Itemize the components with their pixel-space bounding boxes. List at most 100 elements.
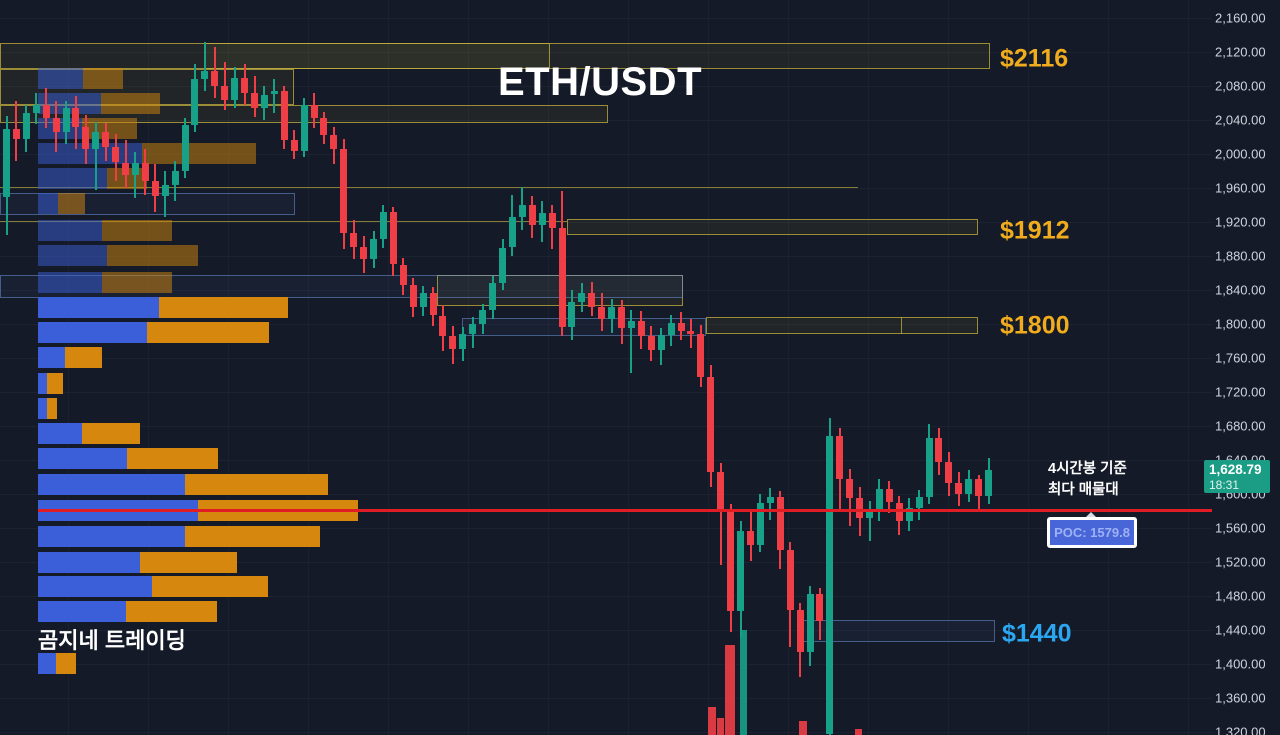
volume-profile-buy-bar	[38, 653, 56, 674]
grid-line-h	[0, 154, 1212, 155]
grid-line-h	[0, 664, 1212, 665]
grid-line-h	[0, 358, 1212, 359]
poc-annotation-line2: 최다 매물대	[1048, 482, 1119, 498]
candle-body	[350, 233, 358, 247]
candle-body	[459, 334, 467, 350]
candle-body	[409, 284, 417, 307]
volume-profile-buy-bar	[38, 423, 82, 444]
volume-stub-bar	[717, 718, 724, 735]
grid-line-v	[1188, 0, 1189, 735]
grid-line-h	[0, 256, 1212, 257]
candle-body	[945, 461, 953, 483]
candle-body	[241, 77, 249, 93]
supply-zone-box	[567, 219, 978, 235]
poc-label-box[interactable]: POC: 1579.8	[1047, 517, 1137, 548]
candle-body	[181, 125, 189, 171]
volume-profile-sell-bar	[185, 526, 320, 547]
volume-profile-sell-bar	[140, 552, 237, 573]
grid-line-h	[0, 188, 1212, 189]
candle-body	[102, 131, 110, 148]
candle-body	[836, 436, 844, 479]
candle-body	[647, 335, 655, 351]
price-axis-label: 2,080.00	[1215, 78, 1266, 94]
grid-line-h	[0, 86, 1212, 87]
candle-body	[856, 498, 864, 518]
volume-profile-buy-bar	[38, 245, 107, 266]
volume-stub-bar	[799, 721, 807, 735]
volume-profile-buy-bar	[38, 322, 147, 343]
candle-wick	[223, 62, 226, 110]
grid-line-h	[0, 630, 1212, 631]
candle-body	[360, 246, 368, 260]
candle-body	[717, 471, 725, 511]
supply-zone-box	[205, 43, 990, 69]
grid-line-v	[308, 0, 309, 735]
volume-profile-buy-bar	[38, 297, 159, 318]
candle-body	[300, 104, 308, 151]
poc-horizontal-line[interactable]	[38, 509, 1212, 512]
grid-line-v	[948, 0, 949, 735]
volume-stub-bar	[855, 729, 862, 735]
poc-annotation: 4시간봉 기준 최다 매물대	[1048, 459, 1127, 501]
candle-body	[756, 503, 764, 545]
volume-profile-sell-bar	[159, 297, 288, 318]
candle-body	[657, 335, 665, 351]
candle-body	[469, 324, 477, 335]
price-axis-label: 1,800.00	[1215, 316, 1266, 332]
volume-profile-buy-bar	[38, 601, 126, 622]
candle-body	[558, 227, 566, 327]
poc-pointer-icon	[1083, 512, 1099, 520]
candle-body	[151, 181, 159, 197]
price-axis-label: 2,000.00	[1215, 146, 1266, 162]
price-level-label: $1912	[1000, 216, 1070, 245]
price-axis-label: 1,520.00	[1215, 554, 1266, 570]
candle-body	[399, 264, 407, 285]
candle-body	[627, 320, 635, 329]
candle-body	[935, 437, 943, 462]
volume-profile-buy-bar	[38, 474, 185, 495]
price-axis-label: 1,360.00	[1215, 690, 1266, 706]
grid-line-v	[628, 0, 629, 735]
volume-profile-buy-bar	[38, 168, 107, 189]
grid-line-v	[388, 0, 389, 735]
grid-line-v	[708, 0, 709, 735]
volume-stub-bar	[725, 645, 735, 735]
price-level-label: $1440	[1002, 619, 1072, 648]
price-axis-label: 1,480.00	[1215, 588, 1266, 604]
price-axis-label: 1,920.00	[1215, 214, 1266, 230]
candle-body	[489, 283, 497, 311]
volume-profile-sell-bar	[82, 423, 140, 444]
candle-body	[22, 113, 30, 139]
price-axis-label: 1,680.00	[1215, 418, 1266, 434]
volume-profile-buy-bar	[38, 220, 102, 241]
candle-body	[270, 91, 278, 95]
grid-line-h	[0, 460, 1212, 461]
grid-line-h	[0, 290, 1212, 291]
grid-line-v	[1108, 0, 1109, 735]
grid-line-h	[0, 52, 1212, 53]
candle-body	[52, 118, 60, 132]
candle-body	[141, 162, 149, 182]
volume-profile-buy-bar	[38, 93, 101, 114]
volume-profile-buy-bar	[38, 373, 47, 394]
candle-body	[766, 497, 774, 504]
candle-body	[320, 118, 328, 136]
volume-profile-sell-bar	[65, 347, 102, 368]
candle-wick	[868, 500, 871, 541]
grid-line-v	[788, 0, 789, 735]
volume-profile-buy-bar	[38, 68, 83, 89]
candle-body	[161, 184, 169, 197]
zone-edge-line	[0, 221, 567, 222]
candle-body	[379, 211, 387, 239]
candle-body	[499, 247, 506, 284]
candle-body	[518, 205, 526, 217]
volume-profile-sell-bar	[58, 193, 85, 214]
candle-body	[330, 135, 338, 149]
price-axis-label: 2,160.00	[1215, 10, 1266, 26]
candle-body	[528, 205, 536, 226]
volume-profile-buy-bar	[38, 576, 152, 597]
current-price-value: 1,628.79	[1209, 462, 1262, 477]
candle-body	[260, 94, 268, 109]
candle-body	[806, 594, 814, 653]
